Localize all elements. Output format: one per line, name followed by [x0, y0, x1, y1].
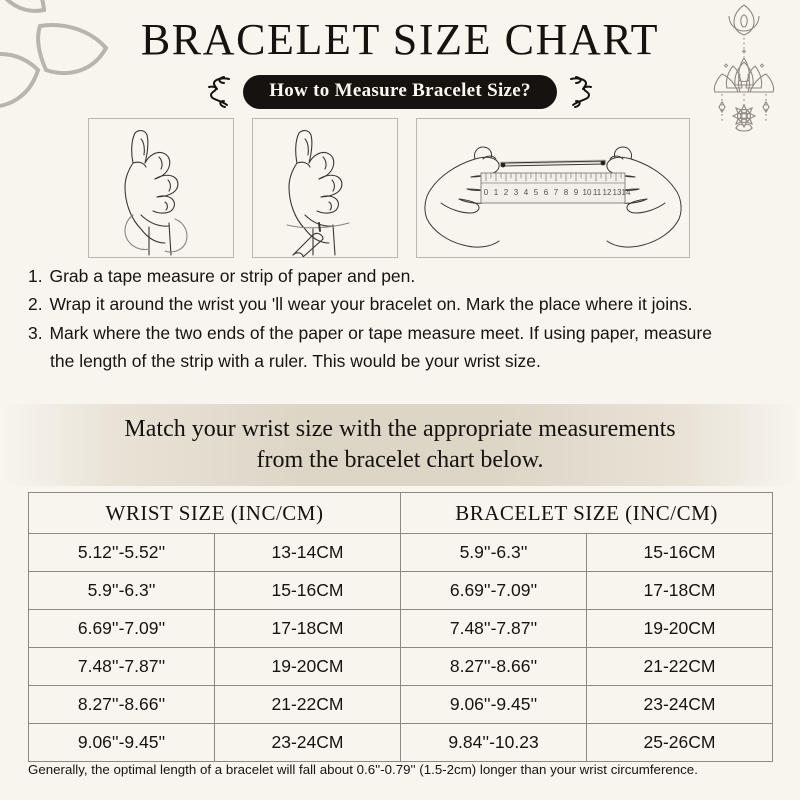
cell-bracelet-inch: 6.69''-7.09'': [400, 571, 588, 610]
instruction-step-3: 3. Mark where the two ends of the paper …: [28, 319, 776, 376]
cell-wrist-cm: 15-16CM: [213, 571, 402, 610]
cell-bracelet-cm: 15-16CM: [586, 533, 774, 572]
cell-wrist-inch: 8.27''-8.66'': [28, 685, 215, 724]
step-number: 2.: [28, 294, 43, 315]
footer-note: Generally, the optimal length of a brace…: [28, 762, 698, 777]
cell-bracelet-cm: 23-24CM: [586, 685, 774, 724]
cell-bracelet-cm: 19-20CM: [586, 609, 774, 648]
cell-bracelet-inch: 9.06''-9.45'': [400, 685, 588, 724]
size-chart-table: WRIST SIZE (INC/CM) BRACELET SIZE (INC/C…: [27, 492, 774, 762]
table-row: 9.06''-9.45'' 23-24CM 9.84''-10.23 25-26…: [28, 723, 774, 762]
hand-marking-strip-with-pen-illustration: [286, 130, 350, 257]
squiggle-flourish-icon: [208, 76, 231, 108]
svg-text:12: 12: [603, 188, 612, 197]
table-header-row: WRIST SIZE (INC/CM) BRACELET SIZE (INC/C…: [27, 492, 774, 534]
svg-text:6: 6: [544, 188, 549, 197]
svg-text:13: 13: [613, 188, 622, 197]
svg-text:2: 2: [504, 188, 509, 197]
svg-text:11: 11: [593, 188, 602, 197]
step-text: Grab a tape measure or strip of paper an…: [49, 266, 416, 286]
svg-text:0: 0: [484, 188, 489, 197]
cell-bracelet-cm: 17-18CM: [586, 571, 774, 610]
table-row: 7.48''-7.87'' 19-20CM 8.27''-8.66'' 21-2…: [28, 647, 774, 686]
step-text: Wrap it around the wrist you 'll wear yo…: [49, 294, 693, 315]
svg-text:7: 7: [554, 188, 559, 197]
badge-row: How to Measure Bracelet Size?: [0, 72, 800, 112]
cell-bracelet-cm: 25-26CM: [586, 723, 774, 762]
step-number: 3.: [28, 322, 43, 343]
svg-text:4: 4: [524, 188, 529, 197]
how-to-measure-badge[interactable]: How to Measure Bracelet Size?: [243, 74, 557, 110]
hand-with-tape-measure-around-wrist-illustration: [124, 130, 188, 256]
svg-text:9: 9: [574, 188, 579, 197]
table-row: 5.9''-6.3'' 15-16CM 6.69''-7.09'' 17-18C…: [28, 571, 774, 610]
cell-bracelet-inch: 9.84''-10.23: [400, 723, 588, 762]
match-size-banner: Match your wrist size with the appropria…: [0, 404, 800, 486]
table-row: 5.12''-5.52'' 13-14CM 5.9''-6.3'' 15-16C…: [28, 533, 774, 572]
cell-wrist-inch: 6.69''-7.09'': [28, 609, 215, 648]
cell-wrist-cm: 19-20CM: [213, 647, 402, 686]
svg-text:3: 3: [514, 188, 519, 197]
cell-bracelet-inch: 8.27''-8.66'': [400, 647, 588, 686]
cell-wrist-cm: 13-14CM: [213, 533, 402, 572]
table-row: 6.69''-7.09'' 17-18CM 7.48''-7.87'' 19-2…: [28, 609, 774, 648]
cell-wrist-cm: 17-18CM: [213, 609, 402, 648]
cell-wrist-inch: 7.48''-7.87'': [28, 647, 215, 686]
instruction-step-2: 2. Wrap it around the wrist you 'll wear…: [28, 290, 776, 318]
step-number: 1.: [28, 266, 43, 286]
cell-wrist-inch: 5.12''-5.52'': [28, 533, 215, 572]
cell-wrist-inch: 9.06''-9.45'': [28, 723, 215, 762]
header-bracelet-size: BRACELET SIZE (INC/CM): [400, 492, 774, 534]
cell-wrist-cm: 21-22CM: [213, 685, 402, 724]
illustration-box-1: [88, 118, 234, 258]
cell-bracelet-inch: 5.9''-6.3'': [400, 533, 588, 572]
page-title: BRACELET SIZE CHART: [140, 15, 660, 64]
table-row: 8.27''-8.66'' 21-22CM 9.06''-9.45'' 23-2…: [28, 685, 774, 724]
svg-text:8: 8: [564, 188, 569, 197]
banner-line-1: Match your wrist size with the appropria…: [124, 415, 676, 442]
cell-bracelet-cm: 21-22CM: [586, 647, 774, 686]
cell-wrist-inch: 5.9''-6.3'': [28, 571, 215, 610]
header-wrist-size: WRIST SIZE (INC/CM): [27, 492, 402, 534]
instruction-step-1: 1. Grab a tape measure or strip of paper…: [28, 262, 776, 290]
step-text-continued: the length of the strip with a ruler. Th…: [50, 351, 541, 372]
cell-bracelet-inch: 7.48''-7.87'': [400, 609, 588, 648]
svg-text:1: 1: [494, 188, 499, 197]
instructions-list: 1. Grab a tape measure or strip of paper…: [28, 262, 776, 375]
svg-text:5: 5: [534, 188, 539, 197]
illustration-box-2: [252, 118, 398, 258]
svg-text:14: 14: [622, 188, 631, 197]
step-text: Mark where the two ends of the paper or …: [49, 322, 712, 343]
svg-text:10: 10: [583, 188, 592, 197]
cell-wrist-cm: 23-24CM: [213, 723, 402, 762]
squiggle-flourish-icon: [569, 76, 592, 108]
banner-line-2: from the bracelet chart below.: [256, 447, 544, 473]
